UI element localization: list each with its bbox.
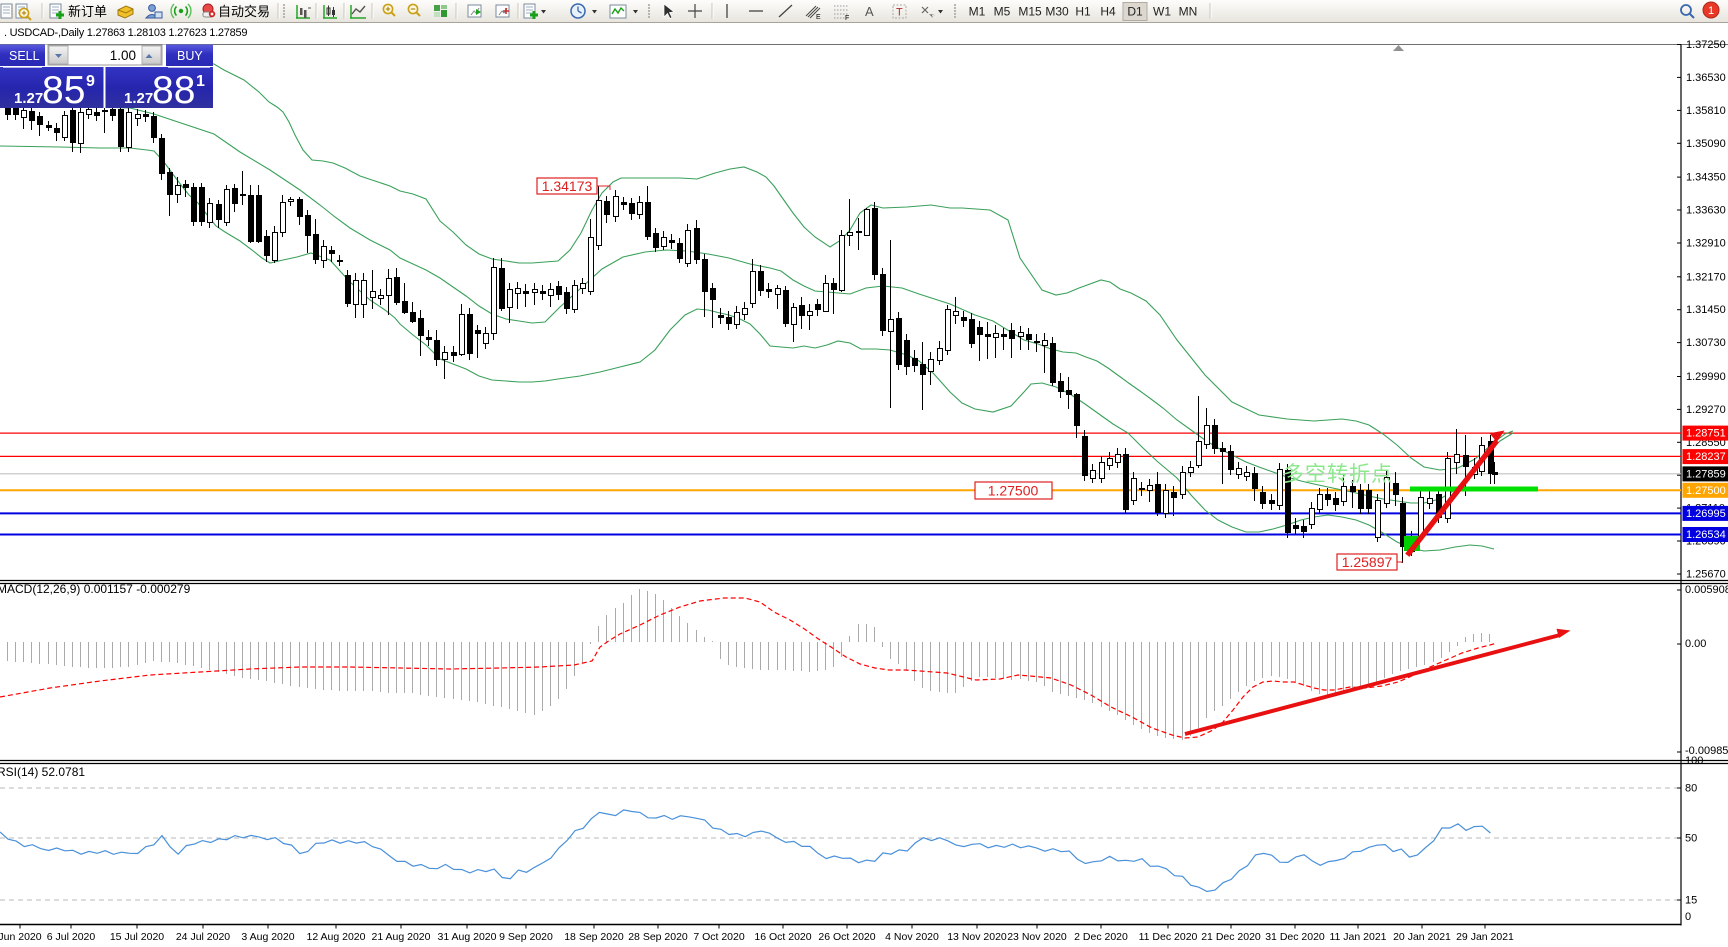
svg-text:9: 9 bbox=[86, 73, 95, 90]
svg-text:21 Aug 2020: 21 Aug 2020 bbox=[372, 931, 431, 943]
svg-text:H1: H1 bbox=[1075, 5, 1091, 19]
svg-text:1.26995: 1.26995 bbox=[1686, 508, 1726, 520]
svg-text:M15: M15 bbox=[1018, 5, 1042, 19]
svg-text:D1: D1 bbox=[1127, 5, 1143, 19]
svg-text:18 Sep 2020: 18 Sep 2020 bbox=[564, 931, 624, 943]
svg-text:1.27500: 1.27500 bbox=[1686, 485, 1726, 497]
svg-text:M1: M1 bbox=[969, 5, 986, 19]
svg-text:1.25897: 1.25897 bbox=[1342, 554, 1393, 570]
svg-text:1.37250: 1.37250 bbox=[1686, 39, 1726, 51]
svg-text:6 Jul 2020: 6 Jul 2020 bbox=[47, 931, 96, 943]
svg-text:1.28237: 1.28237 bbox=[1686, 451, 1726, 463]
svg-text:100: 100 bbox=[1685, 755, 1703, 767]
svg-text:1.33630: 1.33630 bbox=[1686, 205, 1726, 217]
svg-text:13 Nov 2020: 13 Nov 2020 bbox=[947, 931, 1007, 943]
svg-text:1.29990: 1.29990 bbox=[1686, 371, 1726, 383]
svg-text:1.35090: 1.35090 bbox=[1686, 138, 1726, 150]
svg-text:RSI(14) 52.0781: RSI(14) 52.0781 bbox=[0, 765, 85, 779]
svg-text:1.28751: 1.28751 bbox=[1686, 428, 1726, 440]
svg-text:24 Jul 2020: 24 Jul 2020 bbox=[176, 931, 230, 943]
svg-text:-0.009851: -0.009851 bbox=[1685, 745, 1728, 757]
svg-text:15: 15 bbox=[1685, 895, 1697, 907]
svg-text:0.005908: 0.005908 bbox=[1685, 584, 1728, 596]
svg-text:1.34350: 1.34350 bbox=[1686, 172, 1726, 184]
svg-text:自动交易: 自动交易 bbox=[218, 4, 270, 19]
svg-text:16 Oct 2020: 16 Oct 2020 bbox=[754, 931, 811, 943]
svg-text:1.27: 1.27 bbox=[14, 90, 43, 107]
svg-text:1.27859: 1.27859 bbox=[1686, 468, 1726, 480]
svg-text:31 Dec 2020: 31 Dec 2020 bbox=[1265, 931, 1325, 943]
svg-text:SELL: SELL bbox=[9, 49, 40, 63]
svg-text:23 Nov 2020: 23 Nov 2020 bbox=[1007, 931, 1067, 943]
svg-text:2 Dec 2020: 2 Dec 2020 bbox=[1074, 931, 1128, 943]
svg-text:W1: W1 bbox=[1153, 5, 1171, 19]
svg-text:1: 1 bbox=[196, 73, 205, 90]
svg-text:1.27500: 1.27500 bbox=[988, 483, 1039, 499]
svg-text:12 Aug 2020: 12 Aug 2020 bbox=[307, 931, 366, 943]
svg-text:BUY: BUY bbox=[177, 49, 203, 63]
svg-text:1.27: 1.27 bbox=[124, 90, 153, 107]
svg-text:0.00: 0.00 bbox=[1685, 638, 1706, 650]
svg-text:7 Oct 2020: 7 Oct 2020 bbox=[693, 931, 745, 943]
svg-text:15 Jul 2020: 15 Jul 2020 bbox=[110, 931, 164, 943]
svg-text:M30: M30 bbox=[1045, 5, 1069, 19]
svg-text:1.31450: 1.31450 bbox=[1686, 304, 1726, 316]
svg-text:9 Sep 2020: 9 Sep 2020 bbox=[499, 931, 553, 943]
svg-text:MACD(12,26,9) 0.001157 -0.0002: MACD(12,26,9) 0.001157 -0.000279 bbox=[0, 582, 191, 596]
svg-text:88: 88 bbox=[152, 69, 195, 112]
svg-text:29 Jan 2021: 29 Jan 2021 bbox=[1456, 931, 1514, 943]
svg-text:1.34173: 1.34173 bbox=[542, 178, 593, 194]
svg-text:1.29270: 1.29270 bbox=[1686, 404, 1726, 416]
svg-text:A: A bbox=[865, 4, 874, 19]
svg-text:MN: MN bbox=[1179, 5, 1198, 19]
svg-text:11 Dec 2020: 11 Dec 2020 bbox=[1139, 931, 1198, 943]
svg-text:1.32910: 1.32910 bbox=[1686, 238, 1726, 250]
svg-text:1.00: 1.00 bbox=[110, 48, 136, 63]
svg-text:11 Jan 2021: 11 Jan 2021 bbox=[1329, 931, 1386, 943]
svg-text:85: 85 bbox=[42, 69, 85, 112]
svg-text:0: 0 bbox=[1685, 911, 1691, 923]
svg-text:26 Oct 2020: 26 Oct 2020 bbox=[818, 931, 875, 943]
svg-text:1: 1 bbox=[1708, 5, 1714, 17]
svg-text:E: E bbox=[816, 14, 821, 21]
svg-text:3 Aug 2020: 3 Aug 2020 bbox=[241, 931, 294, 943]
svg-text:50: 50 bbox=[1685, 833, 1697, 845]
svg-text:1.25670: 1.25670 bbox=[1686, 569, 1726, 581]
svg-text:H4: H4 bbox=[1100, 5, 1116, 19]
svg-text:4 Nov 2020: 4 Nov 2020 bbox=[885, 931, 939, 943]
svg-text:21 Dec 2020: 21 Dec 2020 bbox=[1201, 931, 1261, 943]
svg-text:新订单: 新订单 bbox=[68, 4, 107, 19]
svg-text:多空转折点: 多空转折点 bbox=[1283, 463, 1393, 486]
svg-text:T: T bbox=[896, 7, 903, 19]
svg-text:31 Aug 2020: 31 Aug 2020 bbox=[438, 931, 497, 943]
svg-text:M5: M5 bbox=[994, 5, 1011, 19]
svg-text:1.36530: 1.36530 bbox=[1686, 72, 1726, 84]
svg-text:. USDCAD-,Daily 1.27863 1.281: . USDCAD-,Daily 1.27863 1.28103 1.27623 … bbox=[4, 27, 247, 39]
svg-text:1.35810: 1.35810 bbox=[1686, 105, 1726, 117]
svg-text:1.32170: 1.32170 bbox=[1686, 271, 1726, 283]
svg-text:Jun 2020: Jun 2020 bbox=[0, 931, 42, 943]
svg-text:1.26534: 1.26534 bbox=[1686, 529, 1726, 541]
svg-text:80: 80 bbox=[1685, 783, 1697, 795]
svg-text:28 Sep 2020: 28 Sep 2020 bbox=[628, 931, 688, 943]
svg-text:1.30730: 1.30730 bbox=[1686, 337, 1726, 349]
svg-text:20 Jan 2021: 20 Jan 2021 bbox=[1393, 931, 1451, 943]
svg-text:F: F bbox=[845, 15, 849, 22]
